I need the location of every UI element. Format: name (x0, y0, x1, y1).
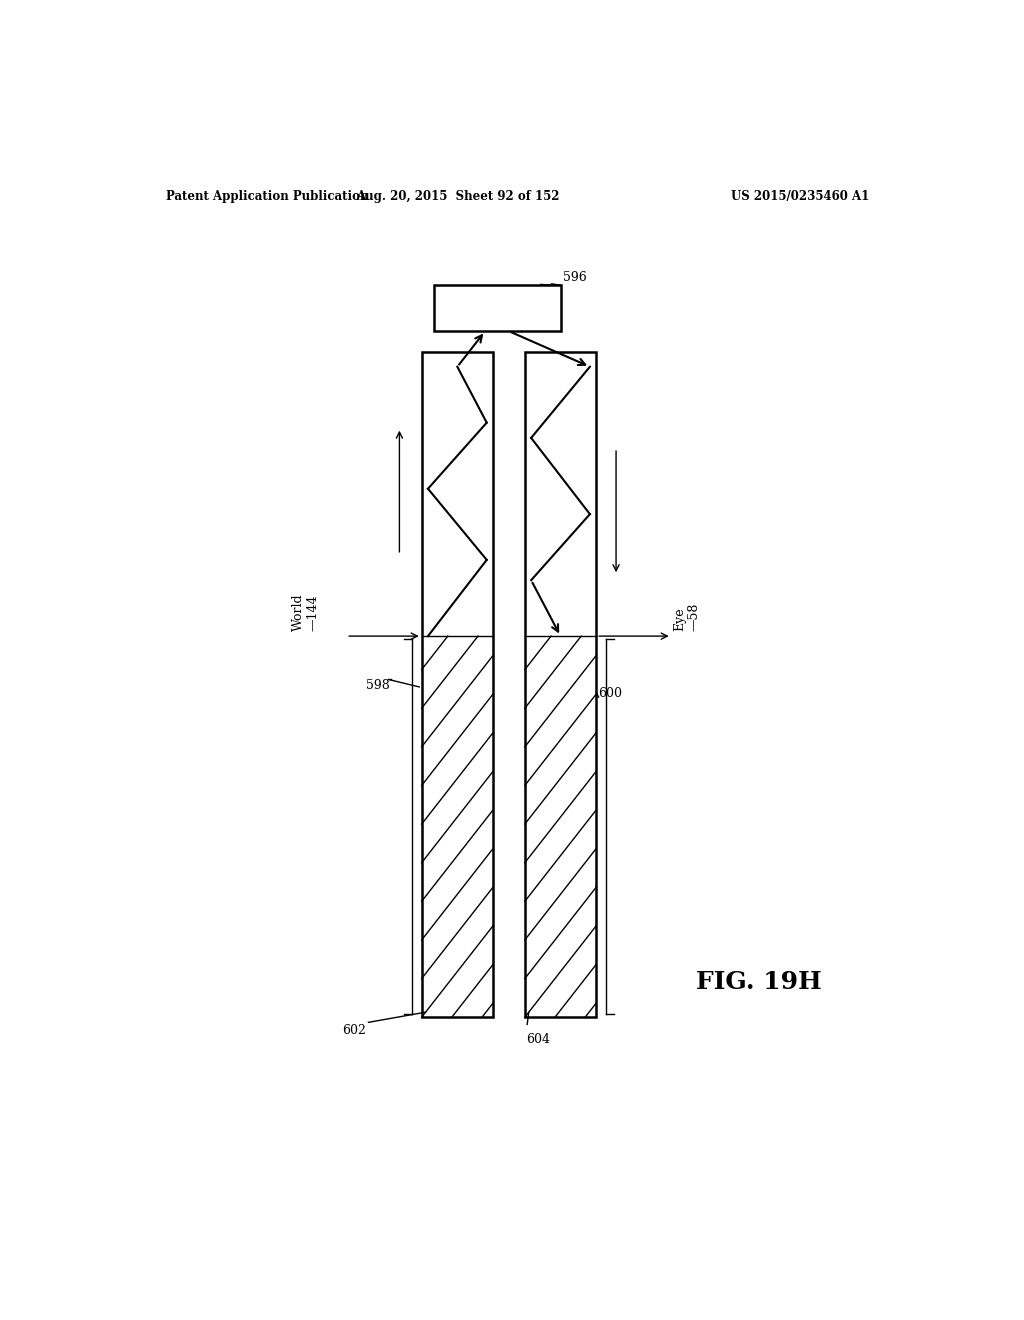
Text: 596: 596 (563, 272, 587, 284)
Text: Patent Application Publication: Patent Application Publication (166, 190, 369, 202)
Text: 600: 600 (598, 686, 622, 700)
Text: —58: —58 (687, 603, 700, 631)
Text: FIG. 19H: FIG. 19H (696, 970, 822, 994)
Bar (422, 351, 494, 1018)
Text: US 2015/0235460 A1: US 2015/0235460 A1 (731, 190, 869, 202)
Bar (433, 285, 560, 331)
Text: 604: 604 (526, 1032, 550, 1045)
Text: —144: —144 (306, 594, 319, 631)
Text: Eye: Eye (673, 607, 686, 631)
Text: Aug. 20, 2015  Sheet 92 of 152: Aug. 20, 2015 Sheet 92 of 152 (355, 190, 559, 202)
Text: 598: 598 (367, 678, 390, 692)
Text: World: World (292, 594, 305, 631)
Bar (524, 351, 596, 1018)
Text: 602: 602 (342, 1024, 367, 1038)
